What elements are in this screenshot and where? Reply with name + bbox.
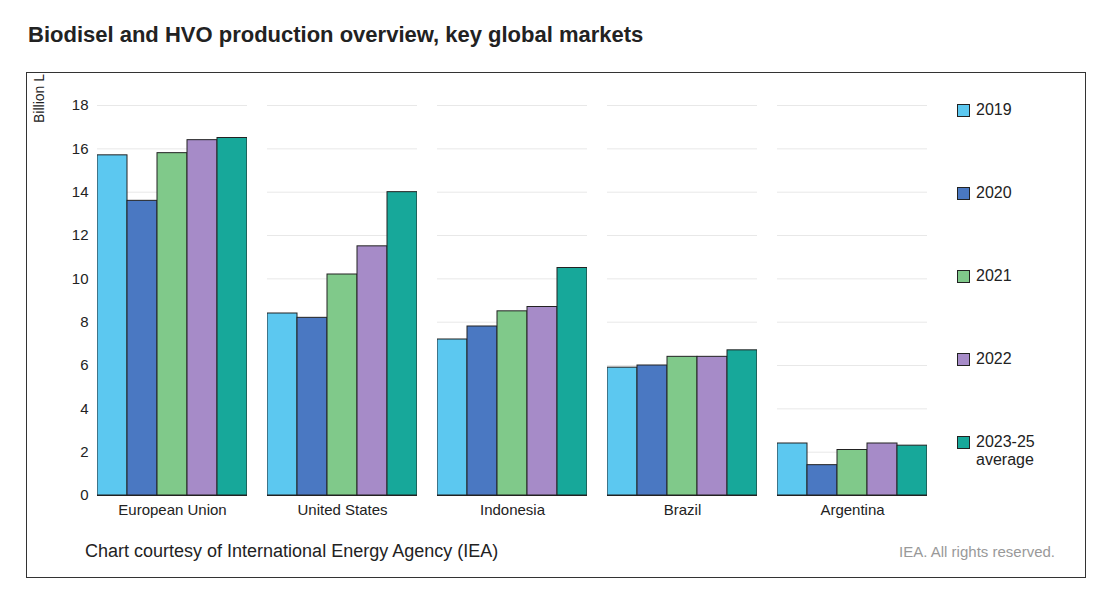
- svg-text:4: 4: [80, 400, 88, 417]
- svg-text:8: 8: [80, 313, 88, 330]
- html-text:Billion L: Billion L: [31, 74, 47, 123]
- svg-text:Indonesia: Indonesia: [480, 501, 546, 518]
- svg-text:12: 12: [72, 226, 89, 243]
- svg-text:0: 0: [80, 486, 88, 503]
- html-text:2019: 2019: [976, 101, 1012, 118]
- html-text:2023-25 average: 2023-25 average: [976, 433, 1035, 468]
- svg-text:6: 6: [80, 356, 88, 373]
- html-text:Chart courtesy of Internationa: Chart courtesy of International Energy A…: [85, 541, 499, 561]
- svg-text:14: 14: [72, 183, 89, 200]
- svg-text:European Union: European Union: [118, 501, 226, 518]
- html-text:Biodisel and HVO production ov: Biodisel and HVO production overview, ke…: [28, 22, 644, 47]
- html-text:IEA. All rights reserved.: IEA. All rights reserved.: [899, 543, 1055, 560]
- svg-text:Brazil: Brazil: [664, 501, 702, 518]
- svg-text:United States: United States: [297, 501, 387, 518]
- svg-text:18: 18: [72, 96, 89, 113]
- svg-text:16: 16: [72, 140, 89, 157]
- svg-text:10: 10: [72, 270, 89, 287]
- html-text:2020: 2020: [976, 184, 1012, 201]
- html-text:2021: 2021: [976, 267, 1012, 284]
- svg-text:Argentina: Argentina: [820, 501, 885, 518]
- html-text:2022: 2022: [976, 350, 1012, 367]
- svg-text:2: 2: [80, 443, 88, 460]
